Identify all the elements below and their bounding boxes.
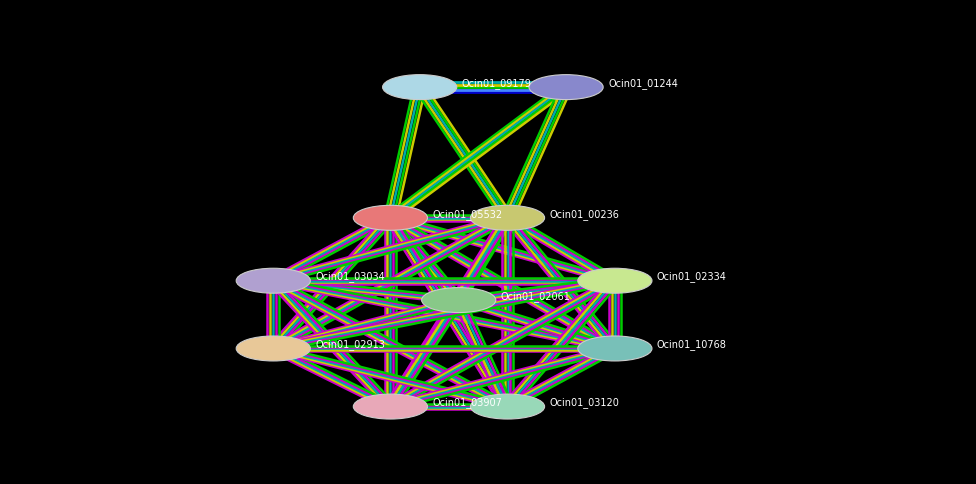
Ellipse shape: [236, 268, 310, 293]
Text: Ocin01_02913: Ocin01_02913: [315, 339, 386, 350]
Text: Ocin01_05532: Ocin01_05532: [432, 209, 503, 220]
Ellipse shape: [578, 336, 652, 361]
Text: Ocin01_03034: Ocin01_03034: [315, 272, 385, 283]
Text: Ocin01_00236: Ocin01_00236: [549, 209, 620, 220]
Ellipse shape: [422, 287, 496, 313]
Ellipse shape: [383, 75, 457, 100]
Text: Ocin01_01244: Ocin01_01244: [608, 78, 678, 89]
Ellipse shape: [353, 205, 427, 230]
Text: Ocin01_09179: Ocin01_09179: [462, 78, 532, 89]
Ellipse shape: [236, 336, 310, 361]
Ellipse shape: [529, 75, 603, 100]
Ellipse shape: [353, 394, 427, 419]
Text: Ocin01_03907: Ocin01_03907: [432, 397, 503, 408]
Ellipse shape: [578, 268, 652, 293]
Ellipse shape: [470, 205, 545, 230]
Ellipse shape: [470, 394, 545, 419]
Text: Ocin01_10768: Ocin01_10768: [657, 339, 727, 350]
Text: Ocin01_02334: Ocin01_02334: [657, 272, 727, 283]
Text: Ocin01_02061: Ocin01_02061: [501, 291, 571, 302]
Text: Ocin01_03120: Ocin01_03120: [549, 397, 620, 408]
